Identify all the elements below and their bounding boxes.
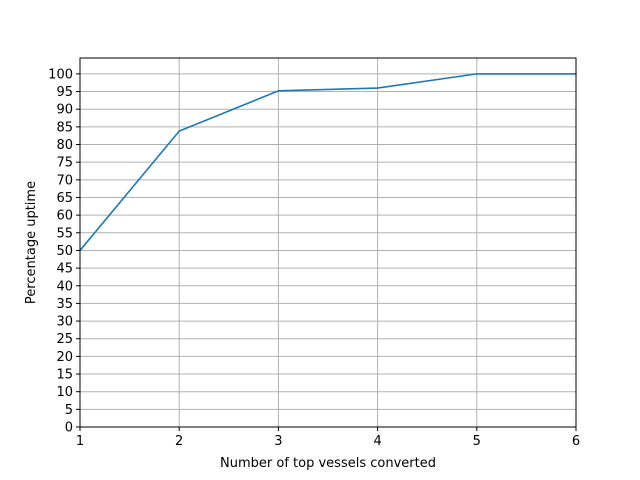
x-tick-label: 4 [373,434,381,449]
x-axis: 1 2 3 4 5 6 [76,427,580,449]
y-tick-label: 100 [48,67,73,82]
y-tick-label: 30 [56,315,73,330]
y-tick-label: 55 [56,226,73,241]
y-tick-label: 95 [56,85,73,100]
y-tick-label: 45 [56,262,73,277]
x-tick-label: 1 [76,434,84,449]
y-tick-label: 0 [65,421,73,436]
y-tick-label: 70 [56,173,73,188]
y-tick-label: 90 [56,103,73,118]
data-point [178,130,180,132]
y-tick-label: 15 [56,368,73,383]
data-point [277,90,280,92]
data-point [376,87,379,89]
x-tick-label: 3 [274,434,282,449]
x-axis-label: Number of top vessels converted [220,456,436,471]
y-tick-label: 20 [56,350,73,365]
y-tick-label: 60 [56,209,73,224]
y-tick-label: 35 [56,297,73,312]
y-tick-label: 5 [65,403,73,418]
y-tick-label: 50 [56,244,73,259]
y-tick-label: 25 [56,332,73,347]
data-point [476,73,478,75]
y-axis-label: Percentage uptime [24,181,39,304]
x-tick-label: 2 [175,434,183,449]
y-tick-label: 85 [56,120,73,135]
y-tick-label: 80 [56,138,73,153]
y-tick-label: 10 [56,385,73,400]
y-tick-label: 40 [56,279,73,294]
plot-frame [79,57,577,428]
x-tick-label: 5 [473,434,481,449]
y-tick-label: 65 [56,191,73,206]
x-tick-label: 6 [572,434,580,449]
y-axis: 0 5 10 15 20 25 30 35 40 45 50 55 60 65 70 75 80 85 90 95 10… [48,67,80,436]
series-line [79,73,576,251]
y-tick-label: 75 [56,156,73,171]
